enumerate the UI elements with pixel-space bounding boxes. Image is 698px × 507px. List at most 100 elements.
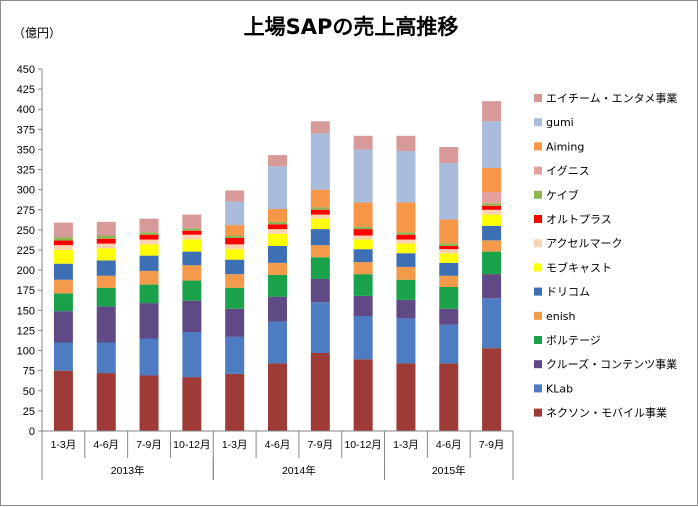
legend-label: ドリコム	[546, 286, 590, 299]
bar-segment	[482, 209, 502, 215]
legend-item: ボルテージ	[534, 334, 601, 347]
y-tick-label: 275	[17, 205, 35, 217]
bar-segment	[353, 274, 373, 296]
bar-segment	[182, 377, 202, 431]
bar-segment	[482, 121, 502, 168]
bar-segment	[139, 284, 159, 304]
bar-segment	[482, 240, 502, 252]
year-group-label: 2015年	[432, 464, 466, 477]
bar-segment	[439, 243, 459, 246]
bar-segment	[310, 229, 330, 246]
bar-segment	[310, 257, 330, 279]
bar-segment	[310, 207, 330, 210]
bar-segment	[225, 201, 245, 226]
legend-swatch	[534, 118, 542, 127]
bar-segment	[353, 135, 373, 150]
legend-label: アクセルマーク	[546, 237, 622, 250]
legend-label: ネクソン・モバイル事業	[546, 407, 667, 420]
x-tick-label: 7-9月	[479, 439, 505, 451]
bar-segment	[182, 230, 202, 235]
bar-segment	[53, 293, 73, 312]
bar-segment	[439, 253, 459, 263]
bar-segment	[396, 363, 416, 431]
bar-segment	[482, 101, 502, 122]
bar-segment	[268, 233, 287, 246]
bar-segment	[96, 275, 116, 288]
bar-segment	[439, 287, 459, 309]
bar-segment	[353, 295, 373, 316]
bar-segment	[225, 373, 245, 431]
bar-segment	[225, 244, 245, 250]
legend-swatch	[534, 94, 542, 102]
bar-segment	[268, 208, 287, 222]
bar-segment	[139, 218, 159, 233]
x-tick-label: 1-3月	[51, 439, 77, 451]
legend-label: クルーズ・コンテンツ事業	[546, 357, 677, 371]
legend-label: gumi	[546, 116, 574, 129]
bar-segment	[396, 243, 416, 254]
bar-segment	[139, 270, 159, 285]
bar-segment	[96, 342, 116, 374]
bar-segment	[439, 249, 459, 254]
bar-segment	[225, 190, 245, 202]
bar-segment	[139, 239, 159, 245]
bar-segment	[439, 245, 459, 250]
y-tick-label: 0	[29, 426, 35, 438]
bar-segment	[96, 221, 116, 236]
bar-segment	[53, 237, 73, 241]
bar-segment	[182, 234, 202, 240]
y-tick-label: 300	[17, 185, 35, 197]
year-group-label: 2014年	[282, 464, 316, 477]
bar-segment	[482, 348, 502, 431]
legend-item: ネクソン・モバイル事業	[534, 407, 667, 420]
bar-segment	[225, 249, 245, 260]
bar-segment	[268, 229, 287, 234]
y-tick-label: 100	[17, 346, 35, 358]
bar-segment	[353, 229, 373, 236]
legend-swatch	[534, 336, 542, 344]
bar-segment	[139, 244, 159, 256]
legend-item: KLab	[534, 382, 573, 395]
legend-item: エイチーム・エンタメ事業	[534, 92, 677, 105]
bar-segment	[396, 151, 416, 203]
legend-item: enish	[534, 310, 576, 323]
bar-segment	[353, 202, 373, 227]
legend-swatch	[534, 384, 542, 393]
y-tick-label: 375	[17, 124, 35, 136]
bar-segment	[53, 240, 73, 246]
y-axis: 0 25 50 75 100 125 150 175 200 225 250 275 300 325 350…	[17, 64, 43, 438]
y-tick-label: 350	[17, 144, 35, 156]
bar-segment	[310, 302, 330, 353]
bar-segment	[396, 202, 416, 233]
bar-segment	[353, 226, 373, 230]
bar-segment	[268, 155, 287, 167]
y-tick-label: 125	[17, 325, 35, 337]
bar-segment	[139, 255, 159, 271]
legend-item: アクセルマーク	[534, 237, 622, 250]
bar-segment	[482, 225, 502, 241]
bar-segment	[482, 274, 502, 299]
bar-segment	[482, 214, 502, 226]
bar-segment	[225, 274, 245, 288]
legend-swatch	[534, 311, 542, 320]
bar-segment	[53, 250, 73, 264]
year-group-label: 2013年	[111, 464, 145, 477]
x-tick-label: 4-6月	[265, 439, 291, 451]
bar-segment	[439, 219, 459, 244]
bar-segment	[53, 342, 73, 371]
y-tick-label: 150	[17, 305, 35, 317]
bar-segment	[439, 363, 459, 431]
bar-segment	[353, 235, 373, 240]
x-tick-label: 1-3月	[393, 439, 419, 451]
bar-segment	[139, 375, 159, 431]
bar-segment	[139, 232, 159, 235]
legend-swatch	[534, 360, 542, 369]
bar-segment	[310, 352, 330, 431]
bar-segment	[482, 205, 502, 210]
y-tick-label: 25	[23, 406, 35, 418]
bar-segment	[353, 149, 373, 203]
y-tick-label: 450	[17, 64, 35, 76]
x-tick-label: 7-9月	[307, 439, 333, 451]
